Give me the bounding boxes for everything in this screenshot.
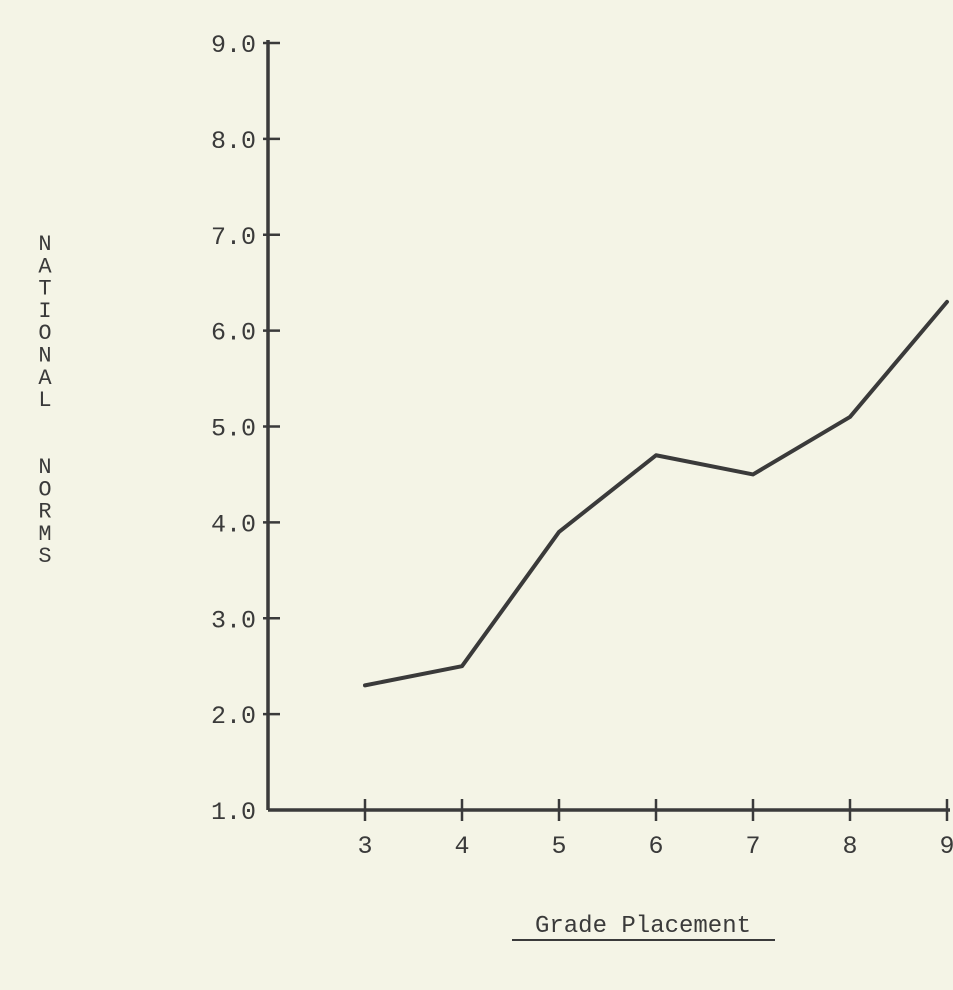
data-point <box>945 300 949 304</box>
x-tick-label: 6 <box>648 832 663 861</box>
y-tick-label: 2.0 <box>211 702 256 731</box>
x-tick-label: 8 <box>842 832 857 861</box>
data-point <box>557 530 561 534</box>
x-tick-label: 7 <box>745 832 760 861</box>
x-axis-label: Grade Placement <box>512 913 775 941</box>
x-tick-label: 4 <box>454 832 469 861</box>
data-point <box>654 453 658 457</box>
y-tick-label: 6.0 <box>211 319 256 348</box>
x-tick-label: 3 <box>357 832 372 861</box>
x-tick-label: 5 <box>551 832 566 861</box>
series-line <box>363 299 949 688</box>
x-axis-label-text: Grade Placement <box>535 913 751 940</box>
data-point <box>848 415 852 419</box>
y-tick-label: 8.0 <box>211 127 256 156</box>
y-tick-label: 9.0 <box>211 31 256 60</box>
x-axis-ticks: 3 4 5 6 7 8 9 <box>357 799 953 861</box>
y-tick-label: 3.0 <box>211 606 256 635</box>
data-point <box>751 472 755 476</box>
data-point <box>460 664 464 668</box>
y-tick-label: 4.0 <box>211 510 256 539</box>
x-tick-label: 9 <box>939 832 953 861</box>
y-tick-label: 5.0 <box>211 415 256 444</box>
y-tick-label: 7.0 <box>211 223 256 252</box>
data-point <box>363 683 367 687</box>
y-tick-label: 1.0 <box>211 798 256 827</box>
axes <box>266 40 950 812</box>
y-axis-ticks: 1.0 2.0 3.0 4.0 5.0 6.0 7.0 8.0 9.0 <box>211 31 280 827</box>
series-group <box>363 299 949 688</box>
